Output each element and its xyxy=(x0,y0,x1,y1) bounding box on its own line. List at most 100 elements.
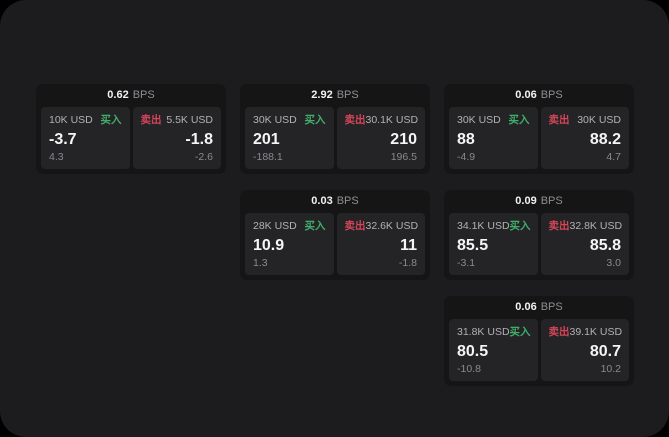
sell-panel[interactable]: 卖出 5.5K USD -1.8 -2.6 xyxy=(132,107,221,169)
sell-change: 4.7 xyxy=(606,151,621,163)
sell-side-label: 卖出 xyxy=(344,114,366,126)
sell-amount: 5.5K USD xyxy=(166,114,213,126)
sell-change: -1.8 xyxy=(398,257,417,269)
sell-amount: 32.8K USD xyxy=(569,220,623,232)
buy-panel[interactable]: 28K USD 买入 10.9 1.3 xyxy=(245,213,334,275)
quote-card: 2.92 BPS 30K USD 买入 201 -188.1 卖出 30.1K … xyxy=(240,84,430,174)
sell-side-label: 卖出 xyxy=(548,114,570,126)
bps-value: 0.62 xyxy=(107,89,129,101)
buy-panel[interactable]: 30K USD 买入 201 -188.1 xyxy=(245,107,334,169)
card-header: 0.62 BPS xyxy=(36,84,226,107)
buy-side-label: 买入 xyxy=(304,114,326,126)
sell-change: 196.5 xyxy=(390,151,417,163)
sell-side-label: 卖出 xyxy=(548,326,570,338)
bps-value: 0.09 xyxy=(515,195,537,207)
buy-panel[interactable]: 34.1K USD 买入 85.5 -3.1 xyxy=(449,213,538,275)
card-header: 0.09 BPS xyxy=(444,190,634,213)
buy-panel-top: 30K USD 买入 xyxy=(253,114,326,127)
quote-card: 0.09 BPS 34.1K USD 买入 85.5 -3.1 卖出 32.8K… xyxy=(444,190,634,280)
sell-change: 10.2 xyxy=(600,363,621,375)
card-body: 30K USD 买入 201 -188.1 卖出 30.1K USD 210 1… xyxy=(240,107,430,174)
buy-side-label: 买入 xyxy=(100,114,122,126)
sell-change: 3.0 xyxy=(606,257,621,269)
buy-side-label: 买入 xyxy=(304,220,326,232)
bps-unit-label: BPS xyxy=(336,89,359,101)
buy-change: -4.9 xyxy=(457,151,476,163)
buy-panel-top: 30K USD 买入 xyxy=(457,114,530,127)
buy-amount: 30K USD xyxy=(457,114,501,126)
buy-change: -3.1 xyxy=(457,257,476,269)
buy-panel[interactable]: 31.8K USD 买入 80.5 -10.8 xyxy=(449,319,538,381)
card-body: 30K USD 买入 88 -4.9 卖出 30K USD 88.2 4.7 xyxy=(444,107,634,174)
sell-panel[interactable]: 卖出 30K USD 88.2 4.7 xyxy=(540,107,629,169)
card-header: 0.03 BPS xyxy=(240,190,430,213)
quote-card: 0.06 BPS 30K USD 买入 88 -4.9 卖出 30K USD xyxy=(444,84,634,174)
buy-panel-top: 31.8K USD 买入 xyxy=(457,326,531,339)
buy-amount: 34.1K USD xyxy=(457,220,510,232)
sell-change: -2.6 xyxy=(194,151,213,163)
buy-side-label: 买入 xyxy=(509,326,531,338)
card-header: 2.92 BPS xyxy=(240,84,430,107)
buy-panel-top: 34.1K USD 买入 xyxy=(457,220,531,233)
sell-panel-top: 卖出 5.5K USD xyxy=(141,114,214,127)
card-body: 31.8K USD 买入 80.5 -10.8 卖出 39.1K USD 80.… xyxy=(444,319,634,386)
card-header: 0.06 BPS xyxy=(444,296,634,319)
bps-value: 0.06 xyxy=(515,89,537,101)
quote-card-grid: 0.62 BPS 10K USD 买入 -3.7 4.3 卖出 5.5K USD xyxy=(36,84,634,386)
bps-unit-label: BPS xyxy=(336,195,359,207)
buy-amount: 28K USD xyxy=(253,220,297,232)
sell-price: 11 xyxy=(400,236,417,254)
bps-unit-label: BPS xyxy=(540,301,563,313)
buy-price: 80.5 xyxy=(457,342,489,360)
sell-side-label: 卖出 xyxy=(548,220,570,232)
buy-panel-top: 10K USD 买入 xyxy=(49,114,122,127)
sell-amount: 32.6K USD xyxy=(365,220,419,232)
bps-value: 0.06 xyxy=(515,301,537,313)
buy-panel[interactable]: 30K USD 买入 88 -4.9 xyxy=(449,107,538,169)
buy-amount: 31.8K USD xyxy=(457,326,510,338)
bps-value: 2.92 xyxy=(311,89,333,101)
sell-amount: 30K USD xyxy=(577,114,621,126)
quote-card: 0.03 BPS 28K USD 买入 10.9 1.3 卖出 32.6K US… xyxy=(240,190,430,280)
sell-side-label: 卖出 xyxy=(344,220,366,232)
buy-price: 85.5 xyxy=(457,236,489,254)
card-body: 34.1K USD 买入 85.5 -3.1 卖出 32.8K USD 85.8… xyxy=(444,213,634,280)
sell-panel[interactable]: 卖出 32.8K USD 85.8 3.0 xyxy=(540,213,629,275)
sell-panel-top: 卖出 32.6K USD xyxy=(344,220,419,233)
sell-panel[interactable]: 卖出 32.6K USD 11 -1.8 xyxy=(336,213,425,275)
buy-change: 4.3 xyxy=(49,151,64,163)
buy-price: 201 xyxy=(253,130,280,148)
buy-change: 1.3 xyxy=(253,257,268,269)
buy-panel-top: 28K USD 买入 xyxy=(253,220,326,233)
sell-panel-top: 卖出 30.1K USD xyxy=(344,114,419,127)
card-header: 0.06 BPS xyxy=(444,84,634,107)
buy-change: -10.8 xyxy=(457,363,481,375)
sell-side-label: 卖出 xyxy=(140,114,162,126)
quote-card: 0.06 BPS 31.8K USD 买入 80.5 -10.8 卖出 39.1… xyxy=(444,296,634,386)
sell-price: 210 xyxy=(390,130,417,148)
bps-unit-label: BPS xyxy=(540,195,563,207)
buy-side-label: 买入 xyxy=(508,114,530,126)
buy-amount: 10K USD xyxy=(49,114,93,126)
card-body: 28K USD 买入 10.9 1.3 卖出 32.6K USD 11 -1.8 xyxy=(240,213,430,280)
sell-price: 88.2 xyxy=(589,130,621,148)
buy-panel[interactable]: 10K USD 买入 -3.7 4.3 xyxy=(41,107,130,169)
sell-amount: 39.1K USD xyxy=(569,326,623,338)
sell-panel[interactable]: 卖出 39.1K USD 80.7 10.2 xyxy=(540,319,629,381)
bps-unit-label: BPS xyxy=(132,89,155,101)
sell-price: 80.7 xyxy=(589,342,621,360)
buy-price: 88 xyxy=(457,130,475,148)
sell-panel-top: 卖出 30K USD xyxy=(549,114,622,127)
sell-panel[interactable]: 卖出 30.1K USD 210 196.5 xyxy=(336,107,425,169)
card-body: 10K USD 买入 -3.7 4.3 卖出 5.5K USD -1.8 -2.… xyxy=(36,107,226,174)
sell-amount: 30.1K USD xyxy=(365,114,419,126)
sell-price: -1.8 xyxy=(185,130,213,148)
bps-unit-label: BPS xyxy=(540,89,563,101)
sell-panel-top: 卖出 32.8K USD xyxy=(548,220,623,233)
buy-change: -188.1 xyxy=(253,151,283,163)
sell-price: 85.8 xyxy=(589,236,621,254)
buy-price: -3.7 xyxy=(49,130,77,148)
quote-card: 0.62 BPS 10K USD 买入 -3.7 4.3 卖出 5.5K USD xyxy=(36,84,226,174)
bps-value: 0.03 xyxy=(311,195,333,207)
